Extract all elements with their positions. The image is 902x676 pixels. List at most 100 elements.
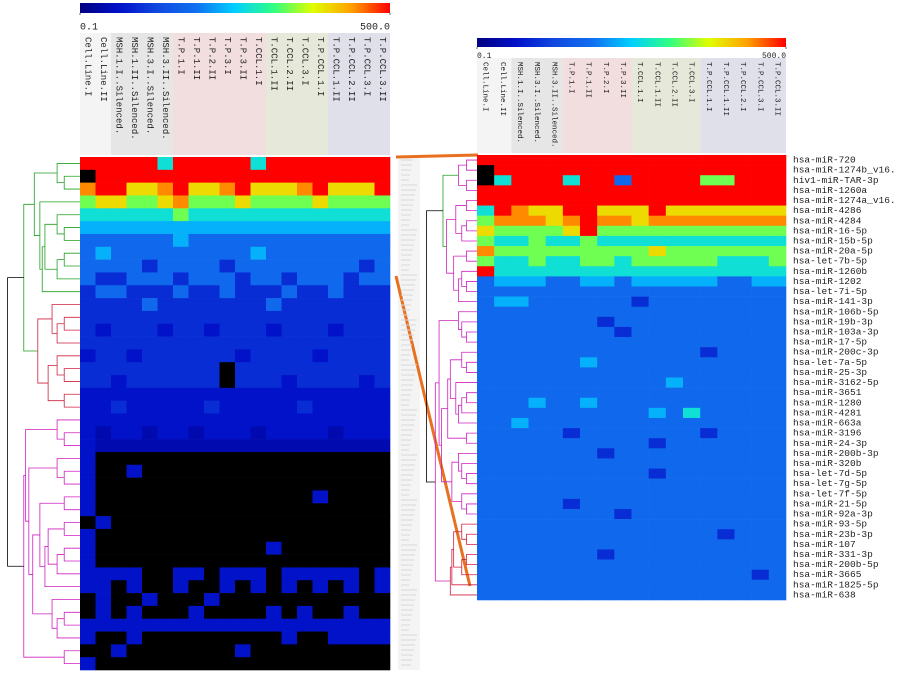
heatmap-cell — [142, 157, 158, 171]
heatmap-cell — [266, 387, 282, 401]
heatmap-cell — [204, 657, 220, 671]
heatmap-cell — [511, 458, 529, 469]
heatmap-cell — [734, 377, 752, 388]
heatmap-cell — [235, 464, 251, 478]
heatmap-cell — [648, 569, 667, 581]
heatmap-cell — [683, 256, 701, 267]
heatmap-cell — [328, 272, 344, 286]
heatmap-cell — [142, 477, 158, 491]
heatmap-cell — [580, 417, 598, 429]
heatmap-cell — [80, 413, 96, 427]
heatmap-cell — [204, 195, 220, 209]
heatmap-cell — [219, 567, 236, 581]
heatmap-cell — [312, 323, 329, 337]
heatmap-cell — [494, 326, 512, 338]
heatmap-cell — [312, 298, 329, 312]
heatmap-cell — [562, 316, 581, 328]
heatmap-cell — [359, 298, 375, 312]
heatmap-cell — [545, 256, 564, 267]
heatmap-cell — [683, 175, 701, 186]
heatmap-cell — [374, 298, 391, 312]
heatmap-cell — [494, 589, 512, 601]
heatmap-cell — [173, 631, 189, 645]
heatmap-cell — [734, 195, 752, 206]
heatmap-cell — [312, 182, 329, 196]
heatmap-cell — [359, 362, 375, 376]
heatmap-cell — [580, 246, 598, 257]
heatmap-cell — [597, 235, 615, 247]
heatmap-cell — [235, 221, 251, 235]
heatmap-cell — [266, 567, 282, 581]
heatmap-cell — [648, 326, 667, 338]
heatmap-cell — [580, 215, 598, 227]
heatmap-cell — [219, 375, 236, 389]
heatmap-cell — [631, 225, 649, 237]
heatmap-cell — [126, 451, 143, 466]
dendrogram-branch — [56, 355, 80, 376]
heatmap-cell — [126, 657, 143, 671]
heatmap-cell — [95, 439, 112, 453]
heatmap-cell — [751, 569, 770, 581]
heatmap-cell — [683, 205, 701, 216]
heatmap-cell — [188, 298, 205, 312]
heatmap-cell — [359, 157, 375, 171]
heatmap-cell — [235, 298, 251, 312]
heatmap-cell — [204, 516, 220, 530]
heatmap-cell — [157, 195, 174, 209]
heatmap-cell — [768, 519, 787, 530]
heatmap-cell — [494, 508, 512, 520]
heatmap-cell — [665, 205, 684, 216]
heatmap-cell — [359, 233, 375, 248]
heatmap-cell — [528, 589, 546, 601]
heatmap-cell — [545, 448, 564, 459]
heatmap-cell — [266, 182, 282, 196]
heatmap-cell — [751, 195, 770, 206]
heatmap-cell — [142, 272, 158, 286]
heatmap-cell — [312, 362, 329, 376]
heatmap-cell — [142, 618, 158, 632]
heatmap-cell — [328, 567, 344, 581]
heatmap-cell — [768, 316, 787, 328]
heatmap-cell — [173, 157, 189, 171]
heatmap-cell — [665, 539, 684, 550]
heatmap-cell — [528, 438, 546, 449]
heatmap-cell — [343, 516, 360, 530]
column-label: T.P.CCL.1.II — [721, 62, 729, 116]
heatmap-cell — [717, 468, 735, 479]
heatmap-cell — [235, 426, 251, 440]
heatmap-cell — [700, 377, 718, 388]
dendrogram-branch — [466, 473, 477, 485]
heatmap-cell — [312, 336, 329, 350]
heatmap-cell — [734, 246, 752, 257]
heatmap-cell — [511, 468, 529, 479]
heatmap-cell — [597, 417, 615, 429]
heatmap-cell — [768, 235, 787, 247]
heatmap-cell — [648, 337, 667, 348]
heatmap-cell — [204, 451, 220, 466]
heatmap-cell — [683, 367, 701, 378]
heatmap-cell — [734, 569, 752, 581]
heatmap-cell — [235, 541, 251, 555]
heatmap-cell — [597, 347, 615, 358]
heatmap-cell — [545, 225, 564, 237]
heatmap-cell — [281, 657, 298, 671]
heatmap-cell — [204, 631, 220, 645]
heatmap-cell — [528, 529, 546, 540]
heatmap-cell — [597, 397, 615, 409]
heatmap-cell — [751, 579, 770, 591]
heatmap-cell — [111, 618, 127, 632]
heatmap-cell — [665, 367, 684, 378]
heatmap-cell — [477, 468, 495, 479]
heatmap-cell — [545, 276, 564, 287]
heatmap-cell — [614, 387, 632, 399]
heatmap-cell — [126, 400, 143, 414]
heatmap-cell — [126, 464, 143, 478]
heatmap-cell — [683, 215, 701, 227]
heatmap-cell — [580, 448, 598, 459]
dendrogram-branch — [39, 502, 65, 567]
heatmap-cell — [683, 529, 701, 540]
heatmap-cell — [235, 490, 251, 504]
heatmap-cell — [494, 266, 512, 277]
heatmap-cell — [219, 298, 236, 312]
heatmap-cell — [219, 259, 236, 273]
